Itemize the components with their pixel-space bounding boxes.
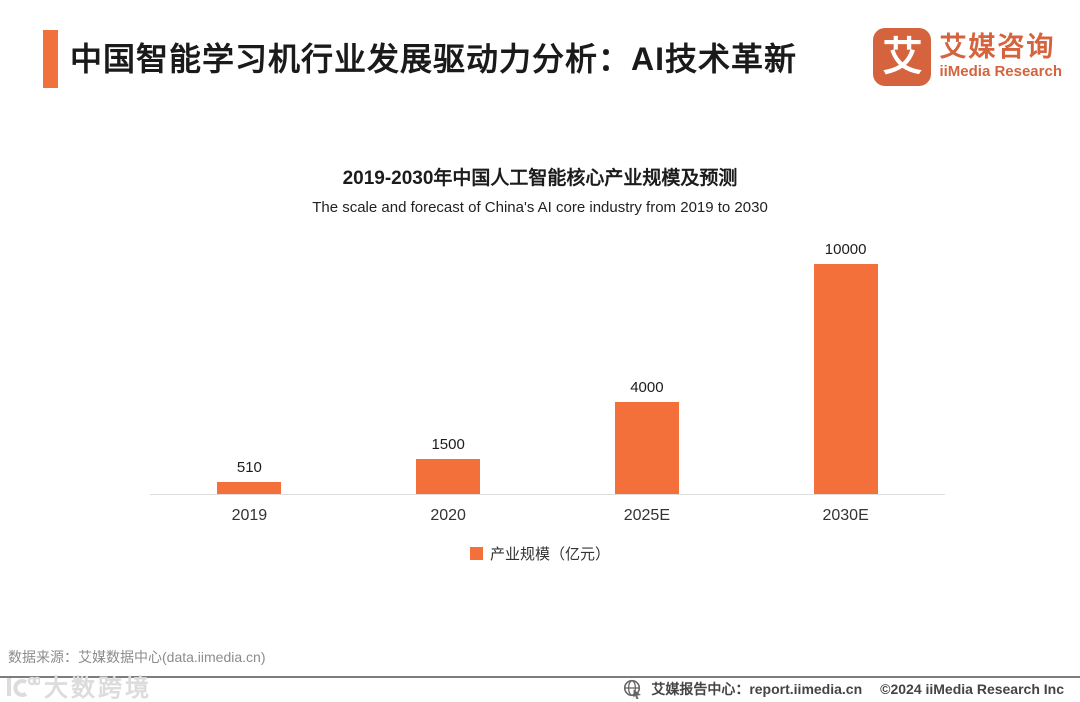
watermark: 大数跨境 (6, 668, 152, 702)
x-axis-labels: 2019 2020 2025E 2030E (150, 496, 945, 525)
brand-name-en: iiMedia Research (939, 62, 1062, 80)
footer-divider (0, 676, 1080, 678)
legend-swatch (469, 547, 483, 560)
x-axis-label: 2030E (822, 507, 869, 524)
legend-label: 产业规模（亿元） (489, 546, 610, 563)
report-center-text[interactable]: 艾媒报告中心：report.iimedia.cn (651, 681, 863, 697)
bar (217, 482, 282, 494)
footer-info: 艾媒报告中心：report.iimedia.cn ©2024 iiMedia R… (617, 679, 1064, 699)
bar-slot: 10000 (746, 240, 945, 494)
legend: 产业规模（亿元） (0, 543, 1080, 564)
bar-value-label: 510 (236, 459, 262, 476)
bar-slot: 1500 (349, 240, 548, 494)
copyright-text: ©2024 iiMedia Research Inc (880, 681, 1064, 697)
watermark-text: 大数跨境 (44, 675, 152, 702)
page-title: 中国智能学习机行业发展驱动力分析：AI技术革新 (70, 41, 798, 77)
globe-cursor-icon (624, 679, 642, 699)
iimedia-logo-icon: 艾 (873, 28, 932, 86)
brand-name-cn: 艾媒咨询 (939, 32, 1056, 63)
bar-value-label: 1500 (431, 436, 465, 453)
x-axis-label: 2020 (430, 507, 466, 524)
bar-value-label: 10000 (824, 241, 867, 258)
title-accent-bar (43, 30, 58, 88)
bar (813, 264, 878, 494)
bar (416, 459, 481, 494)
x-axis-label: 2019 (231, 507, 268, 524)
bar (614, 402, 679, 494)
chart-subtitle: The scale and forecast of China's AI cor… (312, 199, 768, 216)
chart-title: 2019-2030年中国人工智能核心产业规模及预测 (342, 168, 738, 189)
brand-logo: 艾 艾媒咨询 iiMedia Research (873, 28, 1062, 86)
data-source-text: 数据来源：艾媒数据中心(data.iimedia.cn) (8, 649, 266, 665)
x-axis-label: 2025E (623, 507, 670, 524)
bar-slot: 4000 (548, 240, 747, 494)
watermark-logo-icon (7, 676, 40, 697)
bar-value-label: 4000 (630, 379, 664, 396)
brand-text: 艾媒咨询 iiMedia Research (939, 32, 1062, 81)
plot-area: 510 1500 4000 10000 (150, 240, 945, 495)
bar-slot: 510 (150, 240, 349, 494)
logo-glyph: 艾 (882, 35, 923, 79)
